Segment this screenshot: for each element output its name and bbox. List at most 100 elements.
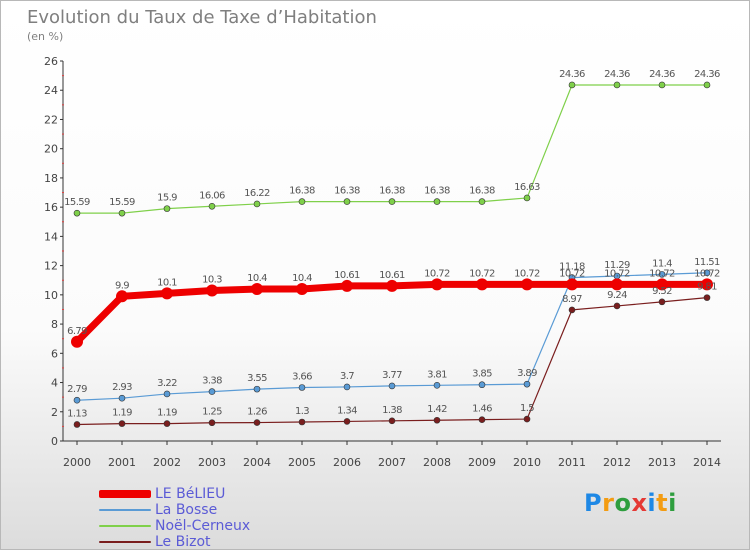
data-point bbox=[298, 418, 306, 426]
data-label: 16.63 bbox=[514, 182, 540, 193]
data-point bbox=[118, 394, 126, 402]
data-label: 16.38 bbox=[379, 186, 405, 197]
data-label: 10.72 bbox=[694, 268, 720, 279]
x-tick-label: 2008 bbox=[423, 456, 451, 469]
data-label: 3.89 bbox=[517, 368, 537, 379]
x-tick-label: 2000 bbox=[63, 456, 91, 469]
data-point bbox=[253, 385, 261, 393]
data-label: 16.38 bbox=[334, 186, 360, 197]
data-point bbox=[658, 298, 666, 306]
data-point bbox=[163, 420, 171, 427]
data-label: 10.72 bbox=[424, 268, 450, 279]
data-label: 10.72 bbox=[469, 268, 495, 279]
data-point bbox=[613, 302, 621, 310]
data-point bbox=[703, 269, 711, 277]
x-tick-label: 2010 bbox=[513, 456, 541, 469]
data-point bbox=[298, 198, 306, 205]
legend-item: Noël-Cerneux bbox=[99, 518, 250, 534]
data-label: 16.38 bbox=[424, 186, 450, 197]
data-label: 16.06 bbox=[199, 190, 225, 201]
data-point bbox=[703, 81, 711, 89]
data-label: 3.77 bbox=[382, 370, 402, 381]
data-point bbox=[613, 81, 621, 89]
data-label: 11.18 bbox=[559, 262, 585, 273]
data-point bbox=[568, 306, 576, 314]
legend-label: LE BéLIEU bbox=[155, 486, 226, 502]
data-point bbox=[341, 279, 353, 292]
y-tick-label: 0 bbox=[51, 435, 58, 448]
data-point bbox=[433, 416, 441, 424]
data-point bbox=[523, 194, 531, 202]
data-point bbox=[343, 383, 351, 391]
data-label: 10.1 bbox=[157, 277, 177, 288]
data-label: 1.3 bbox=[295, 406, 309, 417]
data-label: 15.59 bbox=[109, 197, 135, 208]
x-tick-label: 2013 bbox=[648, 456, 676, 469]
logo-letter: r bbox=[602, 489, 615, 517]
x-tick-label: 2002 bbox=[153, 456, 181, 469]
y-tick-label: 26 bbox=[44, 55, 58, 68]
data-label: 2.79 bbox=[67, 384, 87, 395]
data-point bbox=[163, 390, 171, 398]
data-point bbox=[343, 198, 351, 205]
x-tick-label: 2007 bbox=[378, 456, 406, 469]
data-label: 2.93 bbox=[112, 382, 132, 393]
data-point bbox=[523, 415, 531, 423]
data-label: 10.4 bbox=[247, 273, 267, 284]
data-point bbox=[703, 294, 711, 301]
data-point bbox=[388, 382, 396, 390]
legend-swatch bbox=[99, 509, 151, 511]
logo-letter: P bbox=[584, 489, 603, 517]
legend-swatch bbox=[99, 490, 151, 498]
data-label: 11.29 bbox=[604, 260, 630, 271]
data-label: 1.25 bbox=[202, 407, 222, 418]
data-point bbox=[658, 271, 666, 278]
data-label: 1.19 bbox=[112, 408, 132, 419]
chart-title: Evolution du Taux de Taxe d’Habitation bbox=[27, 7, 377, 28]
data-label: 3.66 bbox=[292, 372, 312, 383]
data-label: 10.72 bbox=[559, 268, 585, 279]
x-tick-label: 2001 bbox=[108, 456, 136, 469]
data-point bbox=[701, 278, 713, 291]
data-point bbox=[388, 417, 396, 425]
x-tick-label: 2004 bbox=[243, 456, 271, 469]
data-point bbox=[568, 81, 576, 89]
y-tick-label: 14 bbox=[44, 230, 58, 243]
data-point bbox=[296, 283, 308, 295]
data-point bbox=[478, 416, 486, 423]
data-point bbox=[476, 278, 488, 291]
data-point bbox=[478, 381, 486, 389]
data-point bbox=[71, 335, 83, 348]
chart-subtitle: (en %) bbox=[27, 30, 64, 43]
series-layer bbox=[71, 81, 713, 428]
y-tick-label: 8 bbox=[51, 318, 58, 331]
y-tick-label: 2 bbox=[51, 406, 58, 419]
data-point bbox=[161, 287, 173, 300]
data-label: 24.36 bbox=[694, 69, 720, 80]
data-label: 10.3 bbox=[202, 274, 222, 285]
data-point bbox=[298, 384, 306, 391]
y-tick-label: 10 bbox=[44, 289, 58, 302]
data-point bbox=[656, 278, 668, 291]
legend-label: Noël-Cerneux bbox=[155, 518, 251, 534]
data-point bbox=[206, 284, 218, 297]
data-point bbox=[73, 209, 81, 217]
data-point bbox=[208, 419, 216, 427]
data-label: 1.42 bbox=[427, 404, 447, 415]
data-point bbox=[251, 283, 263, 295]
y-tick-label: 16 bbox=[44, 201, 58, 214]
logo-letter: i bbox=[668, 489, 677, 517]
data-point bbox=[388, 198, 396, 205]
data-label: 9.81 bbox=[697, 282, 717, 293]
data-point bbox=[478, 198, 486, 205]
proxiti-logo: Proxiti bbox=[584, 489, 677, 517]
data-labels-layer: 15.59 15.59 15.9 16.06 16.22 16.38 16.38 16.38 1… bbox=[64, 69, 720, 420]
x-tick-label: 2012 bbox=[603, 456, 631, 469]
data-label: 1.46 bbox=[472, 404, 492, 415]
logo-letter: o bbox=[614, 489, 632, 517]
data-point bbox=[611, 278, 623, 291]
data-point bbox=[118, 209, 126, 217]
legend-label: Le Bizot bbox=[155, 534, 211, 550]
